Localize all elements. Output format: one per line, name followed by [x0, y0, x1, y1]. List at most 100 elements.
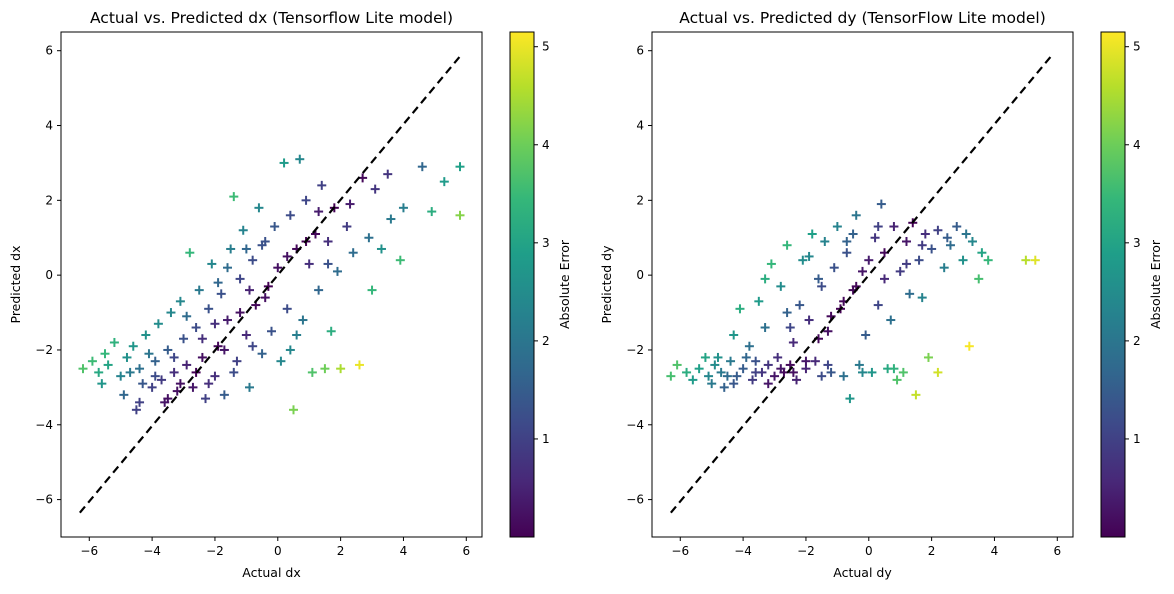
- scatter-point: [886, 315, 896, 325]
- scatter-point: [175, 379, 185, 389]
- scatter-point: [795, 300, 805, 310]
- scatter-point: [285, 210, 295, 220]
- scatter-point: [87, 356, 97, 366]
- scatter-point: [307, 367, 317, 377]
- scatter-point: [867, 367, 877, 377]
- scatter-point: [845, 394, 855, 404]
- x-tick-label: 0: [274, 544, 282, 558]
- scatter-point: [726, 356, 736, 366]
- scatter-point: [817, 371, 827, 381]
- y-tick-label: 0: [636, 268, 644, 282]
- scatter-point: [933, 225, 943, 235]
- colorbar-tick-label: 3: [542, 236, 550, 250]
- scatter-point: [889, 222, 899, 232]
- scatter-point: [842, 236, 852, 246]
- scatter-point: [751, 367, 761, 377]
- scatter-point: [128, 341, 138, 351]
- scatter-point: [942, 233, 952, 243]
- scatter-point: [376, 244, 386, 254]
- scatter-point: [820, 236, 830, 246]
- x-tick-label: −6: [671, 544, 689, 558]
- scatter-point: [125, 367, 135, 377]
- scatter-point: [285, 345, 295, 355]
- scatter-point: [911, 390, 921, 400]
- y-tick-label: 2: [45, 193, 53, 207]
- scatter-point: [773, 352, 783, 362]
- scatter-point: [785, 323, 795, 333]
- y-axis-label: Predicted dy: [599, 245, 614, 324]
- scatter-point: [282, 304, 292, 314]
- scatter-point: [870, 233, 880, 243]
- scatter-point: [100, 349, 110, 359]
- y-tick-label: −6: [626, 493, 644, 507]
- y-tick-label: 6: [45, 44, 53, 58]
- axes-frame: [651, 31, 1074, 538]
- scatter-point: [952, 222, 962, 232]
- scatter-point: [386, 214, 396, 224]
- scatter-point: [804, 251, 814, 261]
- scatter-point: [197, 334, 207, 344]
- scatter-point: [455, 162, 465, 172]
- scatter-point: [744, 341, 754, 351]
- scatter-point: [814, 274, 824, 284]
- scatter-point: [823, 326, 833, 336]
- scatter-point: [153, 319, 163, 329]
- scatter-point: [905, 289, 915, 299]
- x-tick-label: −2: [797, 544, 815, 558]
- x-tick-label: −4: [734, 544, 752, 558]
- scatter-point: [682, 367, 692, 377]
- scatter-point: [719, 382, 729, 392]
- scatter-point: [763, 360, 773, 370]
- scatter-point: [961, 229, 971, 239]
- scatter-point: [295, 154, 305, 164]
- scatter-point: [964, 341, 974, 351]
- scatter-point: [342, 222, 352, 232]
- scatter-point: [304, 259, 314, 269]
- scatter-point: [122, 352, 132, 362]
- scatter-point: [710, 360, 720, 370]
- colorbar-tick-label: 4: [542, 138, 550, 152]
- scatter-point: [729, 379, 739, 389]
- scatter-point: [729, 330, 739, 340]
- scatter-point: [326, 326, 336, 336]
- scatter-point: [116, 371, 126, 381]
- scatter-point: [169, 367, 179, 377]
- scatter-point: [210, 319, 220, 329]
- chart-title: Actual vs. Predicted dy (TensorFlow Lite…: [679, 9, 1046, 27]
- scatter-point: [257, 349, 267, 359]
- scatter-point: [103, 360, 113, 370]
- scatter-point: [207, 259, 217, 269]
- scatter-point: [704, 371, 714, 381]
- scatter-point: [927, 244, 937, 254]
- y-tick-label: 4: [45, 119, 53, 133]
- scatter-point: [851, 210, 861, 220]
- scatter-point: [191, 323, 201, 333]
- scatter-point: [807, 229, 817, 239]
- scatter-point: [829, 263, 839, 273]
- scatter-point: [858, 266, 867, 276]
- y-tick-label: 2: [636, 193, 644, 207]
- y-tick-label: 4: [636, 119, 644, 133]
- scatter-point: [792, 375, 802, 385]
- scatter-point: [147, 382, 157, 392]
- scatter-point: [276, 356, 286, 366]
- scatter-point: [1021, 255, 1031, 265]
- scatter-point: [788, 367, 798, 377]
- scatter-point: [150, 371, 160, 381]
- scatter-point: [958, 255, 968, 265]
- scatter-point: [945, 240, 955, 250]
- scatter-point: [270, 222, 280, 232]
- scatter-point: [367, 285, 377, 295]
- scatter-point: [832, 222, 842, 232]
- scatter-point: [782, 240, 792, 250]
- scatter-point: [194, 285, 204, 295]
- scatter-point: [188, 382, 198, 392]
- scatter-point: [801, 356, 811, 366]
- scatter-point: [332, 266, 342, 276]
- scatter-point: [267, 326, 276, 336]
- scatter-point: [78, 364, 88, 374]
- scatter-point: [336, 364, 346, 374]
- scatter-point: [974, 274, 984, 284]
- colorbar-tick-label: 2: [1133, 334, 1141, 348]
- scatter-point: [245, 382, 255, 392]
